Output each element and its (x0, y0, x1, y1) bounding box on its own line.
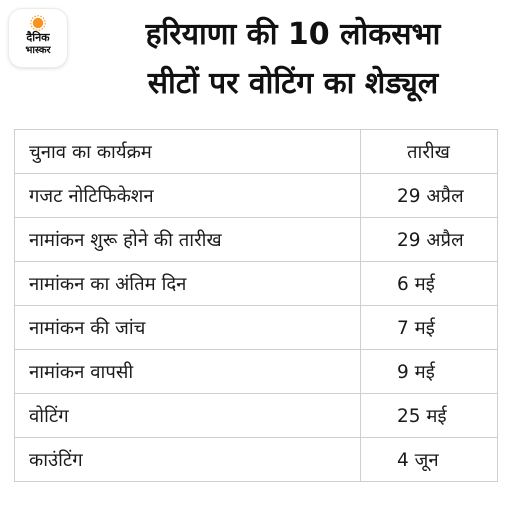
event-cell: काउंटिंग (14, 437, 361, 482)
dainik-bhaskar-logo: दैनिक भास्कर (9, 9, 67, 67)
event-cell: नामांकन की जांच (14, 305, 361, 350)
table-row: वोटिंग 25 मई (14, 393, 498, 438)
logo-text-line1: दैनिक (26, 31, 50, 44)
event-cell: नामांकन का अंतिम दिन (14, 261, 361, 306)
column-header-date: तारीख (360, 129, 498, 174)
table-header-row: चुनाव का कार्यक्रम तारीख (14, 129, 498, 174)
date-cell: 29 अप्रैल (360, 217, 498, 262)
event-cell: वोटिंग (14, 393, 361, 438)
table-row: नामांकन वापसी 9 मई (14, 349, 498, 394)
date-cell: 29 अप्रैल (360, 173, 498, 218)
event-cell: नामांकन वापसी (14, 349, 361, 394)
event-cell: गजट नोटिफिकेशन (14, 173, 361, 218)
table-row: नामांकन की जांच 7 मई (14, 305, 498, 350)
date-cell: 7 मई (360, 305, 498, 350)
date-cell: 6 मई (360, 261, 498, 306)
schedule-table: चुनाव का कार्यक्रम तारीख गजट नोटिफिकेशन … (14, 129, 498, 482)
table-row: नामांकन का अंतिम दिन 6 मई (14, 261, 498, 306)
date-cell: 25 मई (360, 393, 498, 438)
page-title-line2: सीटों पर वोटिंग का शेड्यूल (147, 66, 439, 101)
table-row: काउंटिंग 4 जून (14, 437, 498, 482)
page-title-line1: हरियाणा की 10 लोकसभा (145, 17, 441, 52)
date-cell: 9 मई (360, 349, 498, 394)
event-cell: नामांकन शुरू होने की तारीख (14, 217, 361, 262)
column-header-event: चुनाव का कार्यक्रम (14, 129, 361, 174)
date-cell: 4 जून (360, 437, 498, 482)
table-row: नामांकन शुरू होने की तारीख 29 अप्रैल (14, 217, 498, 262)
sun-icon (30, 15, 46, 31)
table-row: गजट नोटिफिकेशन 29 अप्रैल (14, 173, 498, 218)
logo-text-line2: भास्कर (25, 45, 51, 56)
